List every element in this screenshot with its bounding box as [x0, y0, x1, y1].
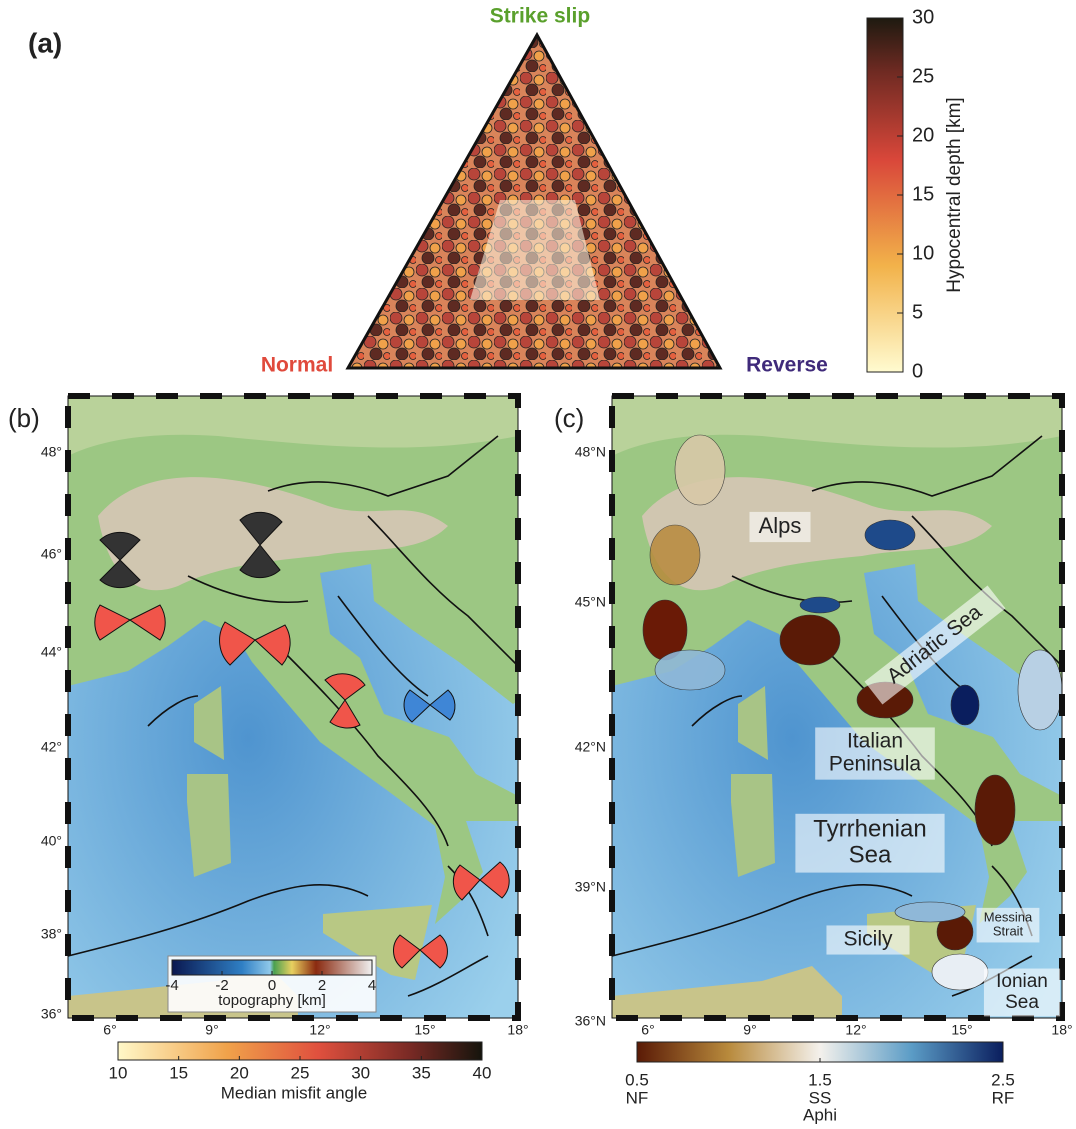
lon-label: 15°: [951, 1022, 972, 1038]
lat-label: 36°: [41, 1006, 62, 1022]
panel-label: (a): [28, 27, 62, 58]
lon-label: 12°: [845, 1022, 866, 1038]
colorbar-title: Hypocentral depth [km]: [944, 97, 965, 292]
colorbar-tick-label: 35: [412, 1063, 431, 1082]
lat-label: 48°: [41, 444, 62, 460]
colorbar-tick-label: 1.5: [808, 1070, 832, 1089]
place-label: Sicily: [843, 928, 893, 951]
colorbar-tick-label: 10: [912, 242, 934, 264]
lat-label: 39°N: [575, 879, 606, 895]
colorbar-tick-label: 5: [912, 301, 923, 323]
colorbar-tick-label: 10: [109, 1063, 128, 1082]
colorbar-tick-label: 25: [912, 65, 934, 87]
lon-label: 6°: [641, 1022, 654, 1038]
place-label: Alps: [759, 513, 802, 538]
lat-label: 45°N: [575, 594, 606, 610]
lat-label: 40°: [41, 833, 62, 849]
lat-label: 42°N: [575, 739, 606, 755]
colorbar-tick-name: NF: [626, 1088, 649, 1107]
lon-label: 9°: [743, 1022, 756, 1038]
vertex-label: Normal: [261, 354, 333, 377]
colorbar-title: Median misfit angle: [221, 1083, 367, 1102]
lon-label: 12°: [309, 1022, 330, 1038]
place-label: Peninsula: [829, 753, 922, 776]
colorbar-tick-label: 20: [912, 124, 934, 146]
colorbar-tick-label: 40: [473, 1063, 492, 1082]
place-label: Italian: [847, 730, 903, 753]
lon-label: 6°: [103, 1022, 116, 1038]
colorbar-tick-label: 2: [318, 977, 326, 994]
colorbar-tick-name: RF: [992, 1088, 1015, 1107]
colorbar-tick-name: SS: [809, 1088, 832, 1107]
colorbar-tick-label: 20: [230, 1063, 249, 1082]
colorbar-tick-label: 2.5: [991, 1070, 1015, 1089]
lat-label: 36°N: [575, 1013, 606, 1029]
place-label: Sea: [1005, 992, 1039, 1013]
lat-label: 44°: [41, 644, 62, 660]
colorbar-title: topography [km]: [218, 992, 326, 1009]
lon-label: 9°: [205, 1022, 218, 1038]
colorbar-tick-label: 0: [268, 977, 276, 994]
lat-label: 42°: [41, 739, 62, 755]
colorbar-tick-label: 25: [291, 1063, 310, 1082]
vertex-label: Reverse: [746, 354, 828, 377]
colorbar-tick-label: 15: [912, 183, 934, 205]
place-label: Ionian: [996, 971, 1048, 992]
place-label: Sea: [849, 842, 892, 869]
colorbar-tick-label: 0: [912, 360, 923, 382]
lat-label: 38°: [41, 926, 62, 942]
colorbar-tick-label: -4: [165, 977, 178, 994]
place-label: Tyrrhenian: [813, 815, 926, 842]
colorbar-title: Aphi: [803, 1105, 837, 1124]
place-label: Strait: [993, 924, 1024, 939]
lat-label: 46°: [41, 546, 62, 562]
colorbar-tick-label: 30: [351, 1063, 370, 1082]
panel-label: (c): [554, 403, 584, 433]
colorbar-tick-label: 4: [368, 977, 376, 994]
vertex-label: Strike slip: [490, 5, 590, 28]
panel-label: (b): [8, 403, 40, 433]
figure: (a) Strike slip Normal Reverse Hypocentr…: [0, 0, 1076, 1129]
lat-label: 48°N: [575, 444, 606, 460]
colorbar-tick-label: 30: [912, 6, 934, 28]
lon-label: 18°: [507, 1022, 528, 1038]
colorbar-tick-label: 15: [169, 1063, 188, 1082]
lon-label: 15°: [414, 1022, 435, 1038]
colorbar-tick-label: 0.5: [625, 1070, 649, 1089]
lon-label: 18°: [1051, 1022, 1072, 1038]
place-label: Messina: [984, 909, 1033, 924]
colorbar-tick-label: -2: [215, 977, 228, 994]
